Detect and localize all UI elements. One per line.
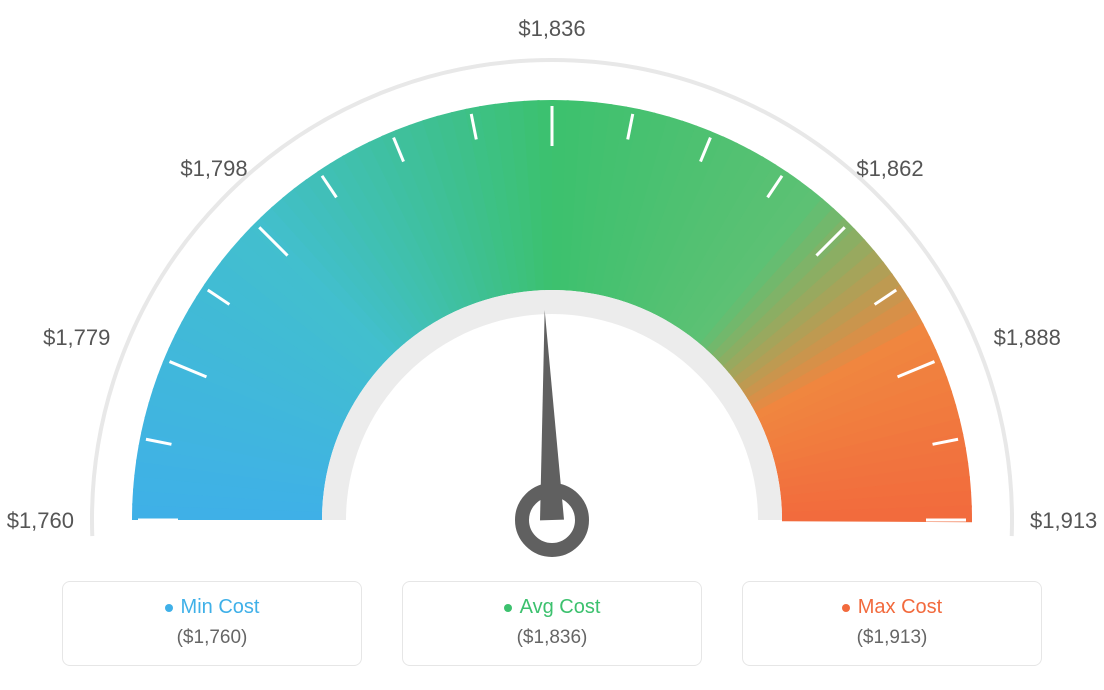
legend-card-min: Min Cost ($1,760) (62, 581, 362, 666)
gauge-tick-label: $1,862 (850, 156, 930, 182)
legend-title-min-text: Min Cost (181, 596, 260, 619)
gauge-tick-label: $1,760 (0, 508, 74, 534)
gauge-tick-label: $1,913 (1030, 508, 1097, 534)
legend-row: Min Cost ($1,760) Avg Cost ($1,836) Max … (0, 581, 1104, 666)
gauge-tick-label: $1,798 (174, 156, 254, 182)
legend-card-avg: Avg Cost ($1,836) (402, 581, 702, 666)
gauge-svg (22, 20, 1082, 580)
legend-card-max: Max Cost ($1,913) (742, 581, 1042, 666)
legend-title-min: Min Cost (165, 596, 260, 619)
legend-dot-min (165, 604, 173, 612)
legend-value-max: ($1,913) (743, 627, 1041, 649)
gauge-tick-label: $1,888 (994, 325, 1061, 351)
legend-title-max-text: Max Cost (858, 596, 942, 619)
gauge-chart: $1,760$1,779$1,798$1,836$1,862$1,888$1,9… (0, 20, 1104, 580)
legend-title-max: Max Cost (842, 596, 942, 619)
legend-title-avg-text: Avg Cost (520, 596, 601, 619)
legend-dot-max (842, 604, 850, 612)
legend-title-avg: Avg Cost (504, 596, 601, 619)
legend-value-min: ($1,760) (63, 627, 361, 649)
legend-dot-avg (504, 604, 512, 612)
legend-value-avg: ($1,836) (403, 627, 701, 649)
gauge-tick-label: $1,836 (512, 16, 592, 42)
gauge-tick-label: $1,779 (30, 325, 110, 351)
